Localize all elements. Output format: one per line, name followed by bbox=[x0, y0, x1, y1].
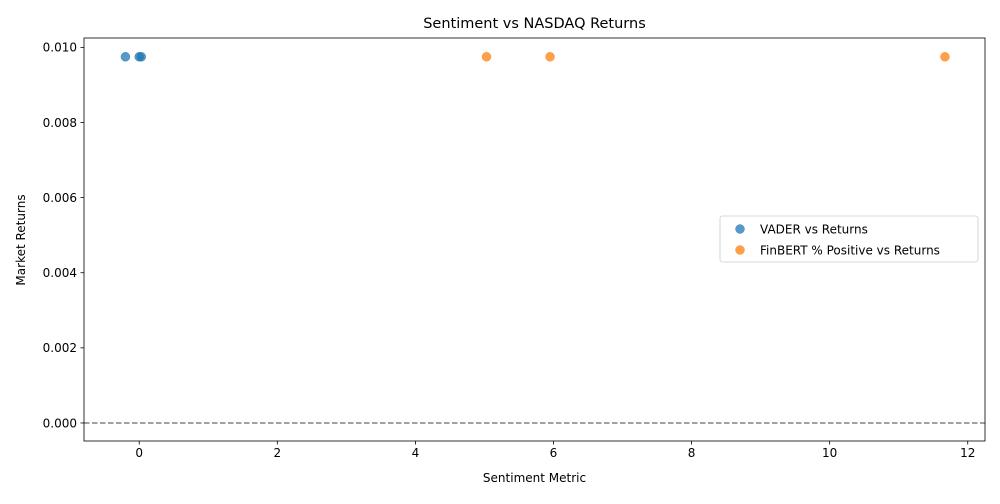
scatter-point-series-0-point-2 bbox=[136, 52, 147, 62]
legend-marker-1 bbox=[735, 245, 745, 255]
legend-label-1: FinBERT % Positive vs Returns bbox=[760, 243, 940, 257]
x-axis-label: Sentiment Metric bbox=[483, 471, 586, 485]
x-tick-label-0: 0 bbox=[135, 446, 143, 460]
y-tick-label-3: 0.006 bbox=[43, 191, 77, 205]
scatter-point-series-1-point-2 bbox=[940, 52, 950, 62]
x-tick-label-4: 8 bbox=[688, 446, 696, 460]
x-tick-label-6: 12 bbox=[960, 446, 975, 460]
y-tick-label-2: 0.004 bbox=[43, 266, 77, 280]
scatter-point-series-1-point-0 bbox=[481, 52, 492, 62]
plot-area: 0 2 4 6 8 10 12 0.000 0.002 0.004 0.006 0.008 0.010 V… bbox=[43, 37, 986, 460]
y-tick-label-5: 0.010 bbox=[43, 41, 77, 55]
x-tick-label-5: 10 bbox=[822, 446, 837, 460]
legend-box bbox=[719, 215, 979, 263]
y-axis-label: Market Returns bbox=[14, 194, 28, 285]
x-tick-label-3: 6 bbox=[550, 446, 558, 460]
chart-title: Sentiment vs NASDAQ Returns bbox=[423, 16, 646, 32]
x-tick-label-1: 2 bbox=[273, 446, 281, 460]
y-tick-label-4: 0.008 bbox=[43, 116, 77, 130]
plot-frame bbox=[83, 37, 986, 442]
legend-marker-0 bbox=[735, 224, 745, 234]
legend-label-0: VADER vs Returns bbox=[760, 222, 868, 236]
y-tick-label-1: 0.002 bbox=[43, 341, 77, 355]
scatter-point-series-0-point-0 bbox=[120, 52, 131, 62]
scatter-point-series-1-point-1 bbox=[545, 52, 555, 62]
y-tick-label-0: 0.000 bbox=[43, 416, 77, 430]
x-tick-label-2: 4 bbox=[412, 446, 420, 460]
